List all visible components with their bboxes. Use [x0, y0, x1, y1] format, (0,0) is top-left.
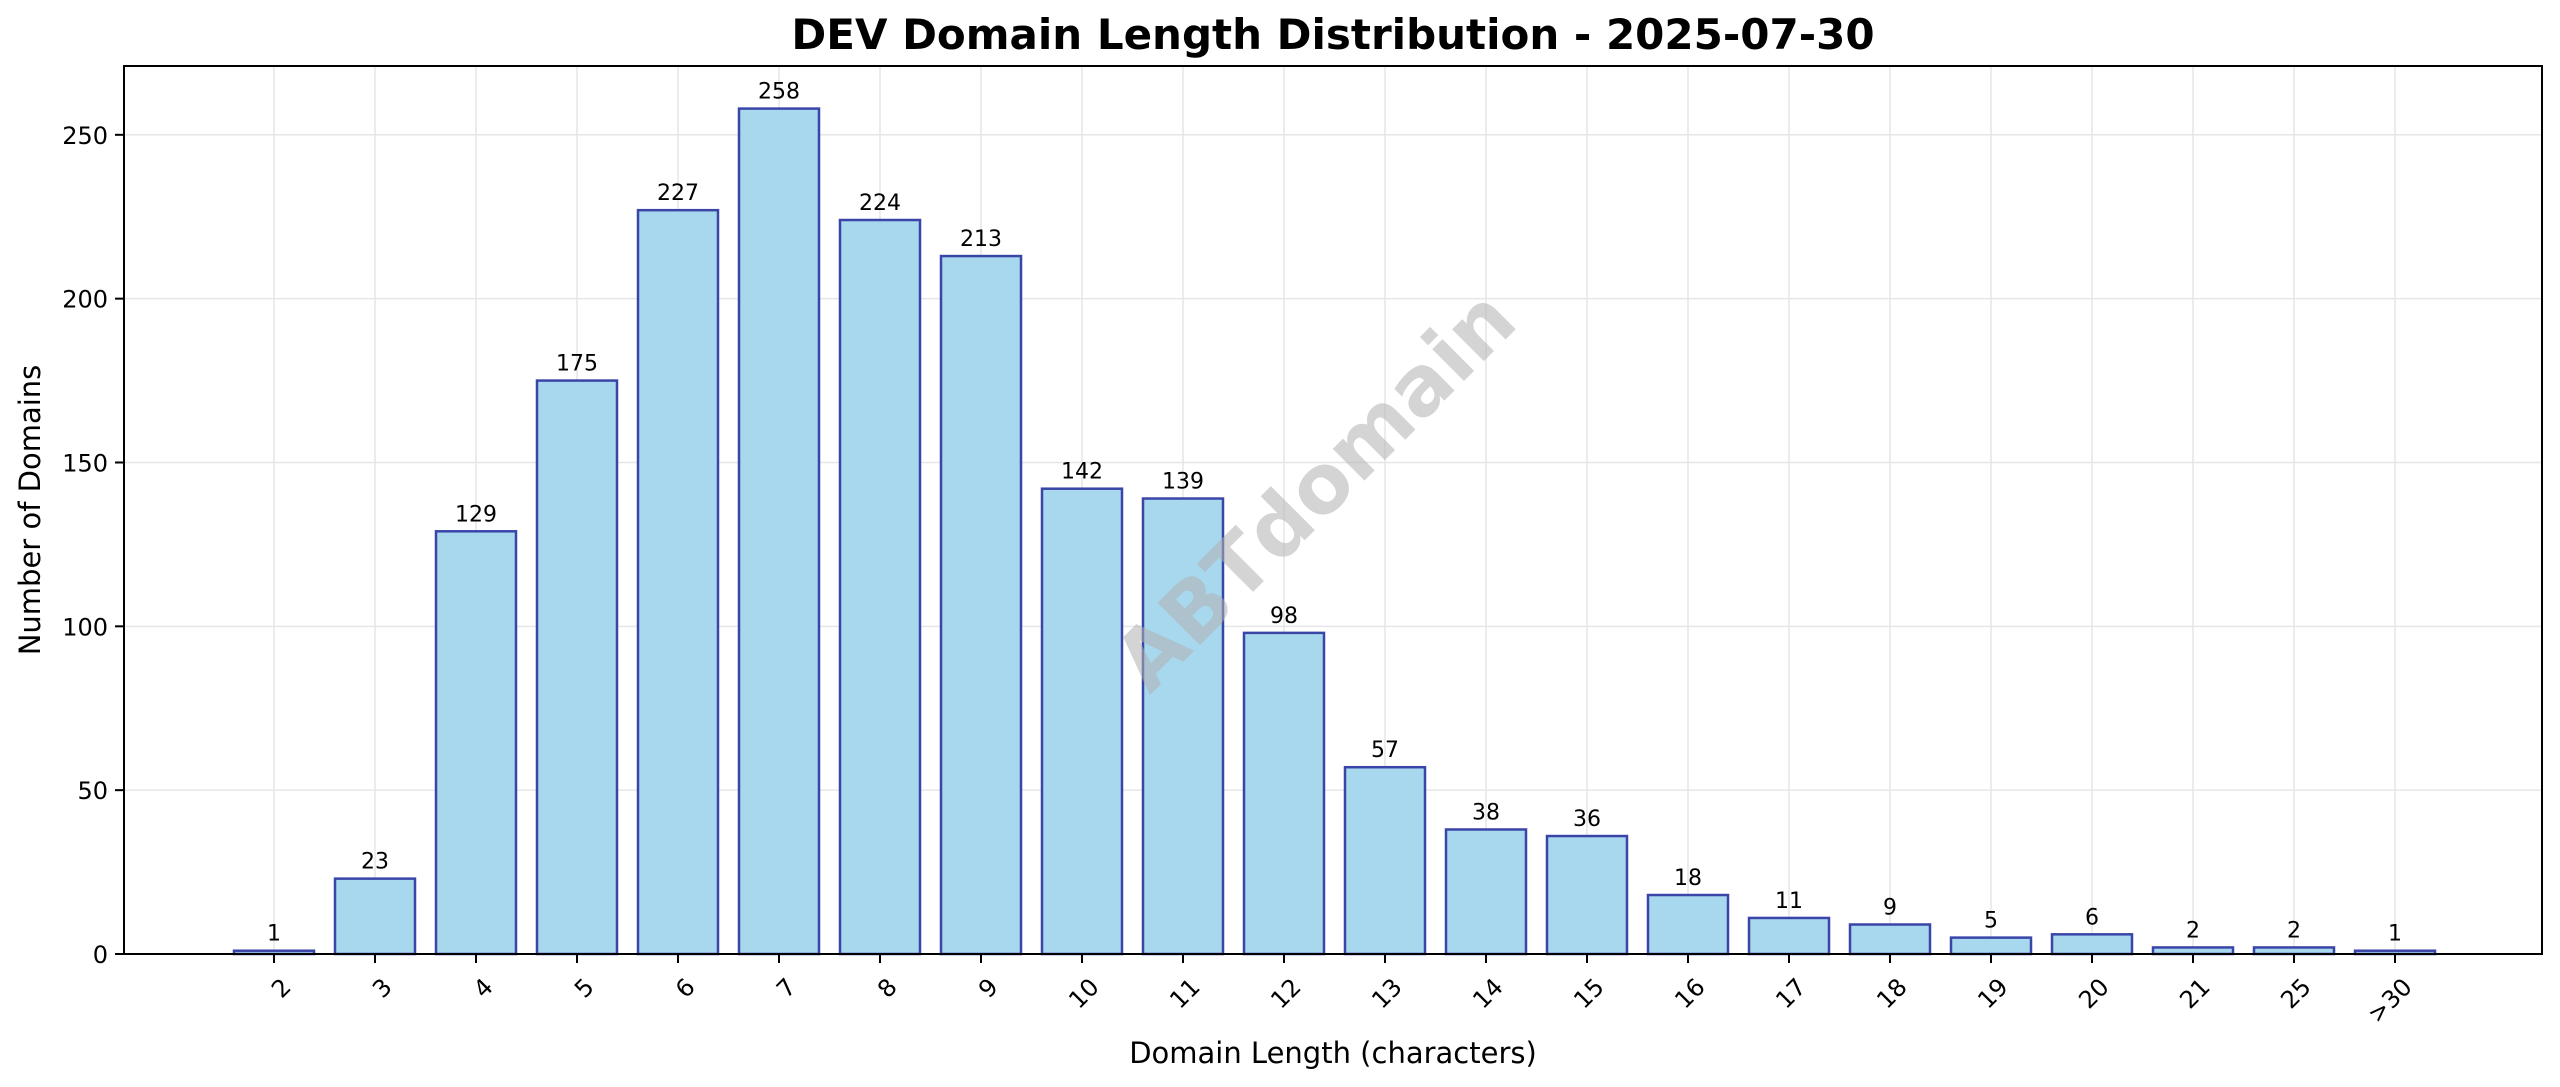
data-label-14: 38 — [1472, 800, 1500, 825]
x-tick-label: 20 — [2073, 973, 2114, 1014]
x-tick-label: 21 — [2174, 973, 2215, 1014]
x-tick-label: 2 — [266, 973, 297, 1004]
x-tick-label: 4 — [468, 973, 499, 1004]
data-label-8: 224 — [859, 191, 901, 216]
bar-19 — [1949, 936, 2033, 956]
x-tick-label: 9 — [973, 973, 1004, 1004]
data-label-15: 36 — [1573, 807, 1601, 832]
x-tick-label: 12 — [1265, 973, 1306, 1014]
bar-17 — [1747, 916, 1831, 956]
x-tick-label: 3 — [367, 973, 398, 1004]
bar-6 — [636, 208, 720, 956]
data-label-10: 142 — [1061, 460, 1103, 485]
data-label-16: 18 — [1674, 866, 1702, 891]
y-tick-label: 150 — [62, 449, 108, 477]
bar-11 — [1141, 497, 1225, 956]
x-tick-label: 17 — [1770, 973, 1811, 1014]
y-tick-label: 100 — [62, 613, 108, 641]
x-tick-label: >30 — [2362, 973, 2418, 1029]
bar-20 — [2050, 933, 2134, 956]
data-label-25: 2 — [2287, 918, 2301, 943]
bar-14 — [1444, 828, 1528, 956]
data-label-3: 23 — [361, 850, 389, 875]
data-label-4: 129 — [455, 502, 497, 527]
x-tick-label: 5 — [569, 973, 600, 1004]
bar-9 — [939, 254, 1023, 956]
y-tick-label: 0 — [93, 941, 108, 969]
data-label-9: 213 — [960, 227, 1002, 252]
bar-13 — [1343, 765, 1427, 956]
plot-area-frame — [123, 65, 2543, 955]
bar-18 — [1848, 923, 1932, 956]
bar-8 — [838, 218, 922, 956]
x-tick-label: 6 — [670, 973, 701, 1004]
x-tick-label: 19 — [1972, 973, 2013, 1014]
data-label-20: 6 — [2085, 905, 2099, 930]
x-axis: 2 3 4 5 6 7 8 9 10 11 12 13 14 15 16 17 18 19 20 21 25 >30 — [266, 954, 2418, 1029]
data-label-12: 98 — [1270, 604, 1298, 629]
data-label-21: 2 — [2186, 918, 2200, 943]
data-labels-layer: 1 23 129 175 227 258 224 213 142 139 98 57 38 36 18 11 9… — [267, 80, 2402, 947]
x-tick-label: 15 — [1568, 973, 1609, 1014]
x-tick-label: 11 — [1164, 973, 1205, 1014]
data-label->30: 1 — [2388, 922, 2402, 947]
bar-5 — [535, 379, 619, 956]
data-label-6: 227 — [657, 181, 699, 206]
bar-12 — [1242, 631, 1326, 956]
y-axis-label: Number of Domains — [13, 365, 47, 656]
x-tick-label: 14 — [1467, 973, 1508, 1014]
chart-title: DEV Domain Length Distribution - 2025-07… — [791, 10, 1874, 59]
data-label-11: 139 — [1162, 470, 1204, 495]
y-tick-label: 250 — [62, 122, 108, 150]
x-tick-label: 8 — [872, 973, 903, 1004]
bar-3 — [333, 877, 417, 956]
x-axis-label: Domain Length (characters) — [1129, 1036, 1537, 1070]
data-label-5: 175 — [556, 352, 598, 377]
x-tick-label: 16 — [1669, 973, 1710, 1014]
bar-16 — [1646, 893, 1730, 956]
bar-4 — [434, 530, 518, 956]
bar-7 — [737, 107, 821, 956]
data-label-7: 258 — [758, 80, 800, 105]
y-tick-label: 200 — [62, 286, 108, 314]
bar-10 — [1040, 487, 1124, 956]
x-tick-label: 25 — [2275, 973, 2316, 1014]
x-tick-label: 13 — [1366, 973, 1407, 1014]
x-tick-label: 18 — [1871, 973, 1912, 1014]
y-tick-label: 50 — [77, 777, 108, 805]
data-label-2: 1 — [267, 922, 281, 947]
bar-15 — [1545, 834, 1629, 956]
x-tick-label: 7 — [771, 973, 802, 1004]
data-label-13: 57 — [1371, 738, 1399, 763]
data-label-18: 9 — [1883, 896, 1897, 921]
y-axis: 0 50 100 150 200 250 — [62, 122, 124, 969]
data-label-17: 11 — [1775, 889, 1803, 914]
bars-layer — [232, 107, 2437, 956]
data-label-19: 5 — [1984, 909, 1998, 934]
x-tick-label: 10 — [1063, 973, 1104, 1014]
